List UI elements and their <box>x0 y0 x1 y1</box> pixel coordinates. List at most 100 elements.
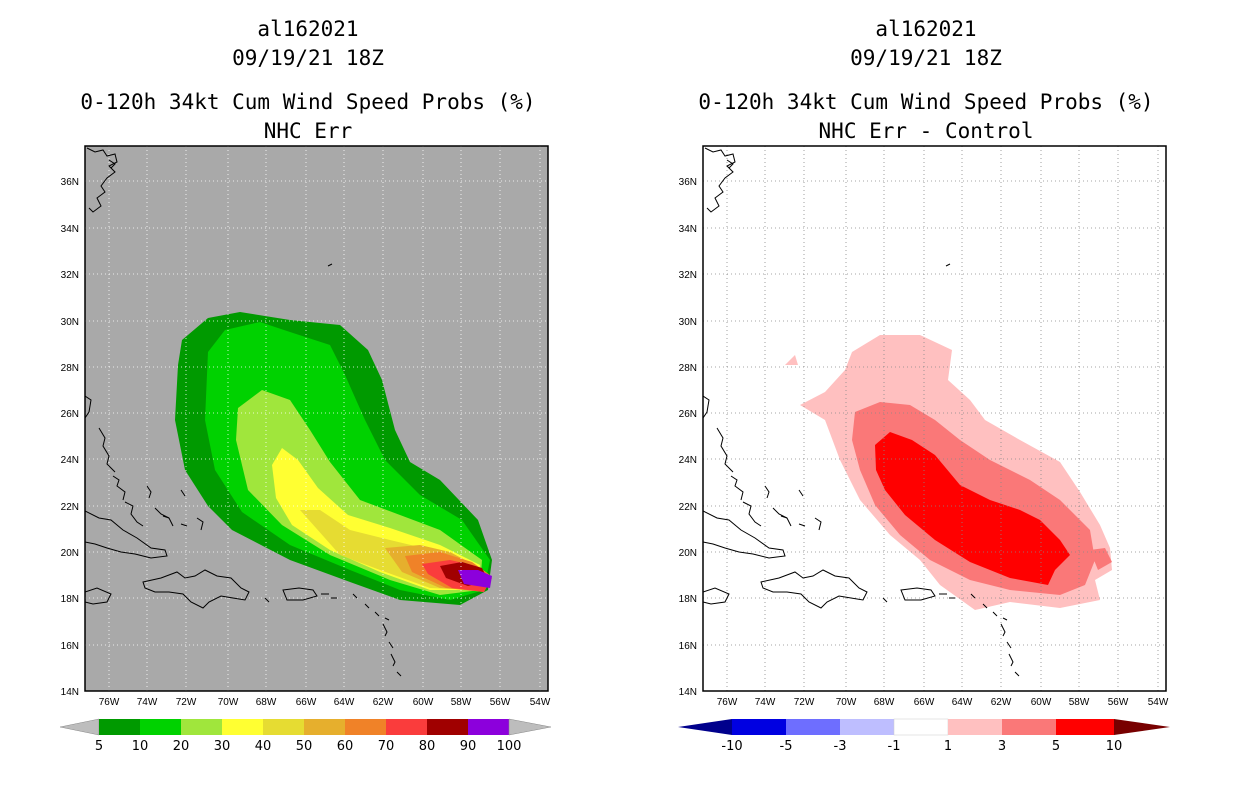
lat-tick: 16N <box>679 641 697 652</box>
map-area: 36N 34N 32N 30N 28N 26N 24N 22N 20N 18N … <box>679 145 1169 708</box>
lon-tick: 62W <box>991 697 1012 708</box>
lon-tick: 70W <box>218 697 239 708</box>
map-gridlines <box>85 146 548 691</box>
colorbar-swatch <box>840 719 894 735</box>
lon-tick: 66W <box>296 697 317 708</box>
panel-right: al162021 09/19/21 18Z 0-120h 34kt Cum Wi… <box>678 17 1170 754</box>
lat-tick: 18N <box>679 594 697 605</box>
lon-tick: 62W <box>373 697 394 708</box>
colorbar-swatch <box>181 719 222 735</box>
colorbar-label: 80 <box>419 739 436 754</box>
colorbar-label: -3 <box>834 739 847 754</box>
lat-tick: 34N <box>679 224 697 235</box>
contour-90 <box>458 570 492 588</box>
colorbar-swatch <box>263 719 304 735</box>
colorbar-end-high <box>508 718 552 736</box>
lon-tick: 74W <box>137 697 158 708</box>
lon-tick: 74W <box>755 697 776 708</box>
lat-tick: 26N <box>679 409 697 420</box>
lat-tick: 22N <box>679 502 697 513</box>
lon-tick: 56W <box>1108 697 1129 708</box>
lat-axis: 36N 34N 32N 30N 28N 26N 24N 22N 20N 18N … <box>679 177 697 698</box>
plot-title: 0-120h 34kt Cum Wind Speed Probs (%) <box>80 90 535 114</box>
lat-tick: 30N <box>679 317 697 328</box>
colorbar-label: -5 <box>780 739 793 754</box>
lat-tick: 20N <box>61 548 79 559</box>
lat-tick: 16N <box>61 641 79 652</box>
lat-tick: 28N <box>679 363 697 374</box>
colorbar-swatch <box>1002 719 1056 735</box>
lon-axis: 76W 74W 72W 70W 68W 66W 64W 62W 60W 58W … <box>99 697 551 708</box>
map-frame <box>702 145 1167 692</box>
colorbar-swatch <box>468 719 509 735</box>
colorbar-swatch <box>786 719 840 735</box>
lat-tick: 20N <box>679 548 697 559</box>
colorbar-swatch <box>345 719 386 735</box>
lat-tick: 14N <box>61 687 79 698</box>
panel-left: al162021 09/19/21 18Z 0-120h 34kt Cum Wi… <box>59 17 552 754</box>
colorbar-label: 20 <box>173 739 190 754</box>
lon-tick: 68W <box>874 697 895 708</box>
lon-tick: 54W <box>1148 697 1169 708</box>
lat-tick: 24N <box>61 455 79 466</box>
plot-subtitle: NHC Err - Control <box>819 119 1034 143</box>
plot-subtitle: NHC Err <box>264 119 353 143</box>
colorbar-label: 70 <box>378 739 395 754</box>
contour-3-to-5 <box>1090 548 1112 570</box>
colorbar-label: 50 <box>296 739 313 754</box>
colorbar-end-high <box>1114 719 1170 735</box>
storm-id: al162021 <box>257 17 358 41</box>
lat-tick: 36N <box>679 177 697 188</box>
colorbar-label: 3 <box>998 739 1006 754</box>
lon-tick: 68W <box>256 697 277 708</box>
map-frame <box>84 145 549 692</box>
colorbar-label: 30 <box>214 739 231 754</box>
lon-tick: 66W <box>914 697 935 708</box>
plot-title: 0-120h 34kt Cum Wind Speed Probs (%) <box>698 90 1153 114</box>
lat-tick: 22N <box>61 502 79 513</box>
map-area: 36N 34N 32N 30N 28N 26N 24N 22N 20N 18N … <box>61 145 551 708</box>
colorbar-swatch <box>222 719 263 735</box>
lon-tick: 60W <box>1031 697 1052 708</box>
lat-tick: 30N <box>61 317 79 328</box>
lat-tick: 14N <box>679 687 697 698</box>
colorbar-swatch <box>140 719 181 735</box>
lon-axis: 76W 74W 72W 70W 68W 66W 64W 62W 60W 58W … <box>717 697 1169 708</box>
storm-id: al162021 <box>875 17 976 41</box>
colorbar-label: 1 <box>944 739 952 754</box>
lat-tick: 28N <box>61 363 79 374</box>
lon-tick: 56W <box>490 697 511 708</box>
lon-tick: 58W <box>1069 697 1090 708</box>
lon-tick: 54W <box>530 697 551 708</box>
colorbar-swatch <box>427 719 468 735</box>
colorbar-label: 100 <box>497 739 522 754</box>
colorbar-swatch <box>1056 719 1114 735</box>
lon-tick: 72W <box>794 697 815 708</box>
lat-axis: 36N 34N 32N 30N 28N 26N 24N 22N 20N 18N … <box>61 177 79 698</box>
colorbar-label: 90 <box>460 739 477 754</box>
colorbar-end-low <box>678 719 732 735</box>
lon-tick: 60W <box>413 697 434 708</box>
colorbar-label: 40 <box>255 739 272 754</box>
colorbar-label: 60 <box>337 739 354 754</box>
colorbar-label: -10 <box>721 739 742 754</box>
colorbar-right: -10 -5 -3 -1 1 3 5 10 <box>678 718 1170 754</box>
probability-contours <box>85 146 548 691</box>
colorbar-swatch <box>304 719 345 735</box>
colorbar-end-low <box>59 718 100 736</box>
lon-tick: 76W <box>717 697 738 708</box>
lon-tick: 58W <box>451 697 472 708</box>
lon-tick: 72W <box>176 697 197 708</box>
lat-tick: 34N <box>61 224 79 235</box>
colorbar-left: 5 10 20 30 40 50 60 70 80 90 100 <box>59 718 552 754</box>
colorbar-swatch <box>948 719 1002 735</box>
colorbar-label: -1 <box>888 739 901 754</box>
colorbar-label: 10 <box>1106 739 1123 754</box>
contour-1-to-3 <box>785 355 798 365</box>
colorbar-swatch <box>99 719 140 735</box>
difference-contours <box>703 146 1166 691</box>
colorbar-swatch <box>732 719 786 735</box>
lat-tick: 32N <box>679 270 697 281</box>
lat-tick: 24N <box>679 455 697 466</box>
